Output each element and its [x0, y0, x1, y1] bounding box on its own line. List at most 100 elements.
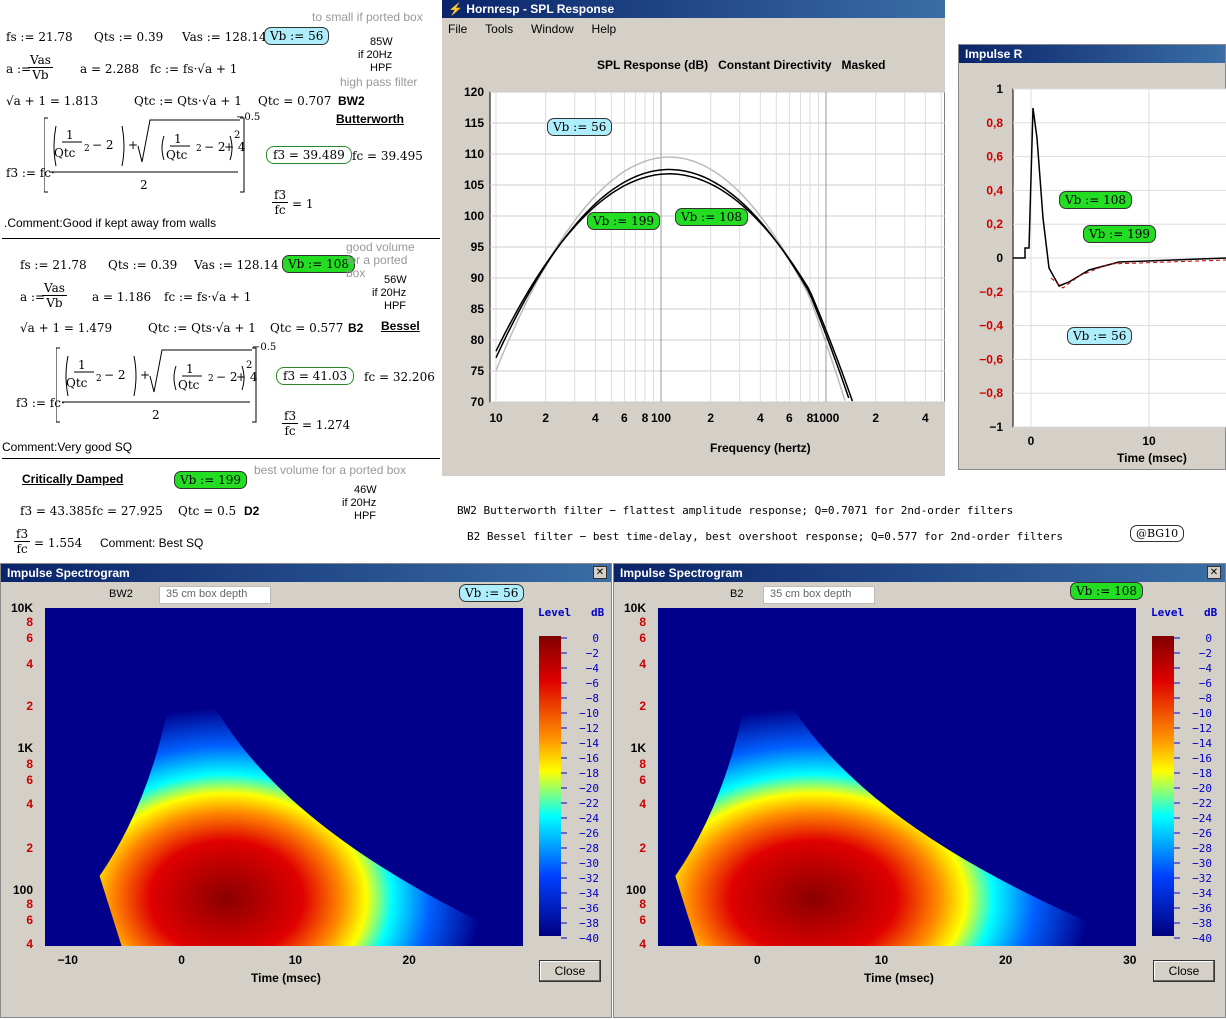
f3-over-fc-1: f3 fc	[272, 188, 289, 217]
spl-xtick: 8	[642, 411, 649, 425]
qtc-value-2: Qtc = 0.577	[270, 321, 344, 335]
spl-xtick: 1000	[813, 411, 840, 425]
spec-scale-label: −34	[579, 887, 599, 900]
imp-ytick: −0,8	[979, 386, 1003, 400]
note-good-1: good volume	[346, 240, 415, 254]
type-d2: D2	[244, 504, 260, 518]
spl-ytick: 80	[471, 333, 485, 347]
spec-scale-label: −14	[579, 737, 599, 750]
spl-xtick: 6	[786, 411, 793, 425]
fs-def: fs := 21.78	[6, 30, 73, 44]
spec-scale-label: −28	[579, 842, 599, 855]
spec2-depth-field[interactable]: 35 cm box depth	[763, 586, 875, 604]
menu-help[interactable]: Help	[591, 22, 617, 36]
imp-ytick: −1	[989, 420, 1003, 434]
spl-xtick: 4	[757, 411, 764, 425]
impulse-title-bar: Impulse R	[959, 45, 1225, 63]
spec-ytick: 10K	[624, 601, 646, 615]
spl-heading: SPL Response (dB) Constant Directivity M…	[597, 58, 886, 72]
spec-scale-label: −38	[1192, 917, 1212, 930]
spl-ytick: 105	[464, 178, 484, 192]
spec-energy	[675, 628, 1136, 946]
spec-ytick: 8	[639, 757, 646, 771]
spec-ytick: 6	[26, 913, 33, 927]
close-button[interactable]: Close	[1153, 960, 1215, 982]
spec1-level-label: Level dB	[538, 606, 605, 619]
note-b2: B2 Bessel filter − best time-delay, best…	[467, 530, 1064, 543]
sup-2: 2	[196, 144, 202, 154]
a-def: a :=	[6, 62, 32, 76]
spec-scale-label: −10	[1192, 707, 1212, 720]
spec-ytick: 4	[26, 797, 33, 811]
impulse-xlabel: Time (msec)	[1117, 451, 1187, 465]
spec1-depth-field[interactable]: 35 cm box depth	[159, 586, 271, 604]
spec2-vb-bubble: Vb := 108	[1070, 582, 1143, 600]
spec1-type: BW2	[109, 588, 133, 600]
close-button[interactable]: Close	[539, 960, 601, 982]
spec-scale-label: −22	[1192, 797, 1212, 810]
imp-ytick: 0,4	[986, 183, 1003, 197]
imp-label-vb108: Vb := 108	[1059, 191, 1132, 209]
close-icon[interactable]: ✕	[1207, 566, 1221, 579]
power-if: if 20Hz	[358, 49, 393, 61]
spec-scale-label: 0	[592, 632, 599, 645]
spec2-title-bar: Impulse Spectrogram	[614, 564, 1225, 582]
plus-3: +	[140, 368, 151, 382]
spec-ytick: 1K	[631, 741, 647, 755]
spec-scale-label: −24	[1192, 812, 1212, 825]
plus4-1: + 4	[224, 140, 246, 154]
f3-result-d2: f3 = 43.385	[20, 504, 92, 518]
one-3: 1	[78, 358, 86, 372]
spectrogram-window-2: Impulse Spectrogram ✕ B2 35 cm box depth…	[613, 563, 1226, 1018]
spec-scale-label: −16	[579, 752, 599, 765]
vb-108-bubble[interactable]: Vb := 108	[282, 255, 355, 273]
spl-xtick: 2	[707, 411, 714, 425]
spl-xtick: 100	[651, 411, 671, 425]
spec-ytick: 4	[639, 797, 646, 811]
spec-ytick: 4	[26, 657, 33, 671]
imp-ytick: 0,8	[986, 116, 1003, 130]
name-critically-damped: Critically Damped	[22, 472, 124, 486]
minus-3: − 2	[104, 368, 126, 382]
f3-over-fc-2: f3 fc	[282, 409, 299, 438]
bolt-icon: ⚡	[448, 2, 463, 16]
imp-curve	[1013, 107, 1226, 287]
fs-def-2: fs := 21.78	[20, 258, 87, 272]
name-bessel: Bessel	[381, 319, 420, 333]
imp-ytick: 0	[996, 251, 1003, 265]
spec-xtick: 0	[178, 953, 185, 967]
spl-ytick: 75	[471, 364, 485, 378]
power-46w: 46W	[354, 484, 377, 496]
sup-4: 2	[208, 374, 214, 384]
menu-tools[interactable]: Tools	[485, 22, 514, 36]
spec-scale-label: −20	[579, 782, 599, 795]
vb-56-bubble[interactable]: Vb := 56	[264, 27, 330, 45]
spec-ytick: 1K	[18, 741, 34, 755]
vas-def: Vas := 128.14	[182, 30, 267, 44]
impulse-window: Impulse R 1 0,8 0,6 0,4 0,2 0 −0,2 −0,4 −0,6 −0,8…	[958, 44, 1226, 470]
spec-scale-label: −22	[579, 797, 599, 810]
qtc-def-2: Qtc := Qts·√a + 1	[148, 321, 256, 335]
spl-label-vb199: Vb := 199	[587, 212, 660, 230]
menu-window[interactable]: Window	[531, 22, 574, 36]
comment-1: .Comment:Good if kept away from walls	[4, 216, 217, 230]
power-hpf-2: HPF	[384, 300, 406, 312]
imp-ytick: 0,2	[986, 217, 1003, 231]
exp-1: 2	[234, 130, 241, 141]
note-best-volume: best volume for a ported box	[254, 463, 407, 477]
vb-199-bubble[interactable]: Vb := 199	[174, 471, 247, 489]
spl-xtick: 8	[807, 411, 814, 425]
spec-ytick: 4	[639, 657, 646, 671]
qtc-2: Qtc	[166, 148, 188, 162]
spec-colorbar	[1152, 636, 1174, 936]
power-if-2: if 20Hz	[372, 287, 407, 299]
menu-file[interactable]: File	[448, 22, 468, 36]
spec-ytick: 2	[26, 699, 33, 713]
power-hpf: HPF	[370, 62, 392, 74]
spec-scale-label: −40	[1192, 932, 1212, 945]
spec-xtick: 10	[875, 953, 889, 967]
spec-colorbar	[539, 636, 561, 936]
spl-curve-vb199	[495, 173, 854, 402]
close-icon[interactable]: ✕	[593, 566, 607, 579]
